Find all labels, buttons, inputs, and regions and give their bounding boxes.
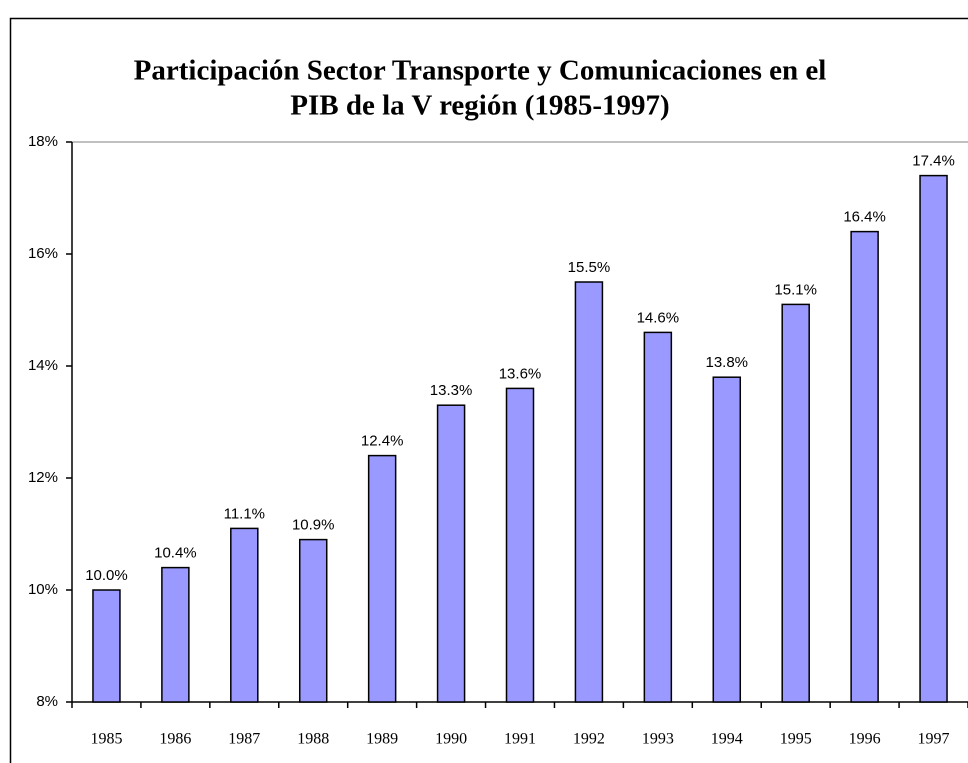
data-label: 13.6% (499, 365, 542, 382)
x-tick-label: 1995 (780, 731, 812, 748)
data-label: 10.9% (292, 517, 335, 534)
data-label: 13.8% (705, 354, 748, 371)
x-tick-label: 1985 (90, 731, 122, 748)
x-tick-label: 1990 (435, 731, 467, 748)
bar (643, 331, 673, 703)
x-tick-label: 1997 (918, 731, 950, 748)
data-label: 11.1% (224, 505, 265, 522)
x-tick-label: 1986 (159, 731, 191, 748)
bar (574, 281, 604, 703)
bar (919, 174, 948, 703)
x-tick-label: 1987 (228, 731, 260, 748)
chart-title: Participación Sector Transporte y Comuni… (134, 55, 827, 87)
x-tick-label: 1993 (642, 731, 674, 748)
data-label: 10.4% (154, 545, 197, 562)
x-tick-label: 1988 (297, 731, 329, 748)
bar (230, 527, 259, 703)
x-tick-label: 1992 (573, 731, 605, 748)
x-tick-label: 1991 (504, 731, 536, 748)
y-tick-label: 14% (28, 357, 58, 374)
bar (850, 230, 879, 703)
data-label: 16.4% (843, 209, 886, 226)
data-label: 13.3% (430, 382, 473, 399)
x-tick-label: 1996 (849, 731, 881, 748)
data-label: 15.1% (774, 281, 817, 298)
bar (161, 566, 190, 703)
chart-title: PIB de la V región (1985-1997) (290, 90, 669, 122)
bar (436, 404, 466, 703)
y-tick-label: 8% (36, 693, 58, 710)
bar (781, 303, 810, 703)
chart-border (9, 17, 968, 763)
x-tick-label: 1989 (366, 731, 398, 748)
y-tick-label: 10% (28, 581, 58, 598)
data-label: 12.4% (361, 433, 404, 450)
data-label: 17.4% (912, 153, 955, 170)
bar (367, 454, 397, 703)
data-label: 14.6% (637, 309, 680, 326)
y-tick-label: 12% (28, 469, 58, 486)
bar (298, 538, 328, 703)
data-label: 10.0% (85, 567, 128, 584)
y-tick-label: 16% (28, 245, 58, 262)
x-tick-label: 1994 (711, 731, 743, 748)
bar (505, 387, 535, 703)
y-tick-label: 18% (28, 133, 58, 150)
bar (92, 589, 121, 703)
bar (712, 376, 742, 703)
data-label: 15.5% (568, 259, 611, 276)
